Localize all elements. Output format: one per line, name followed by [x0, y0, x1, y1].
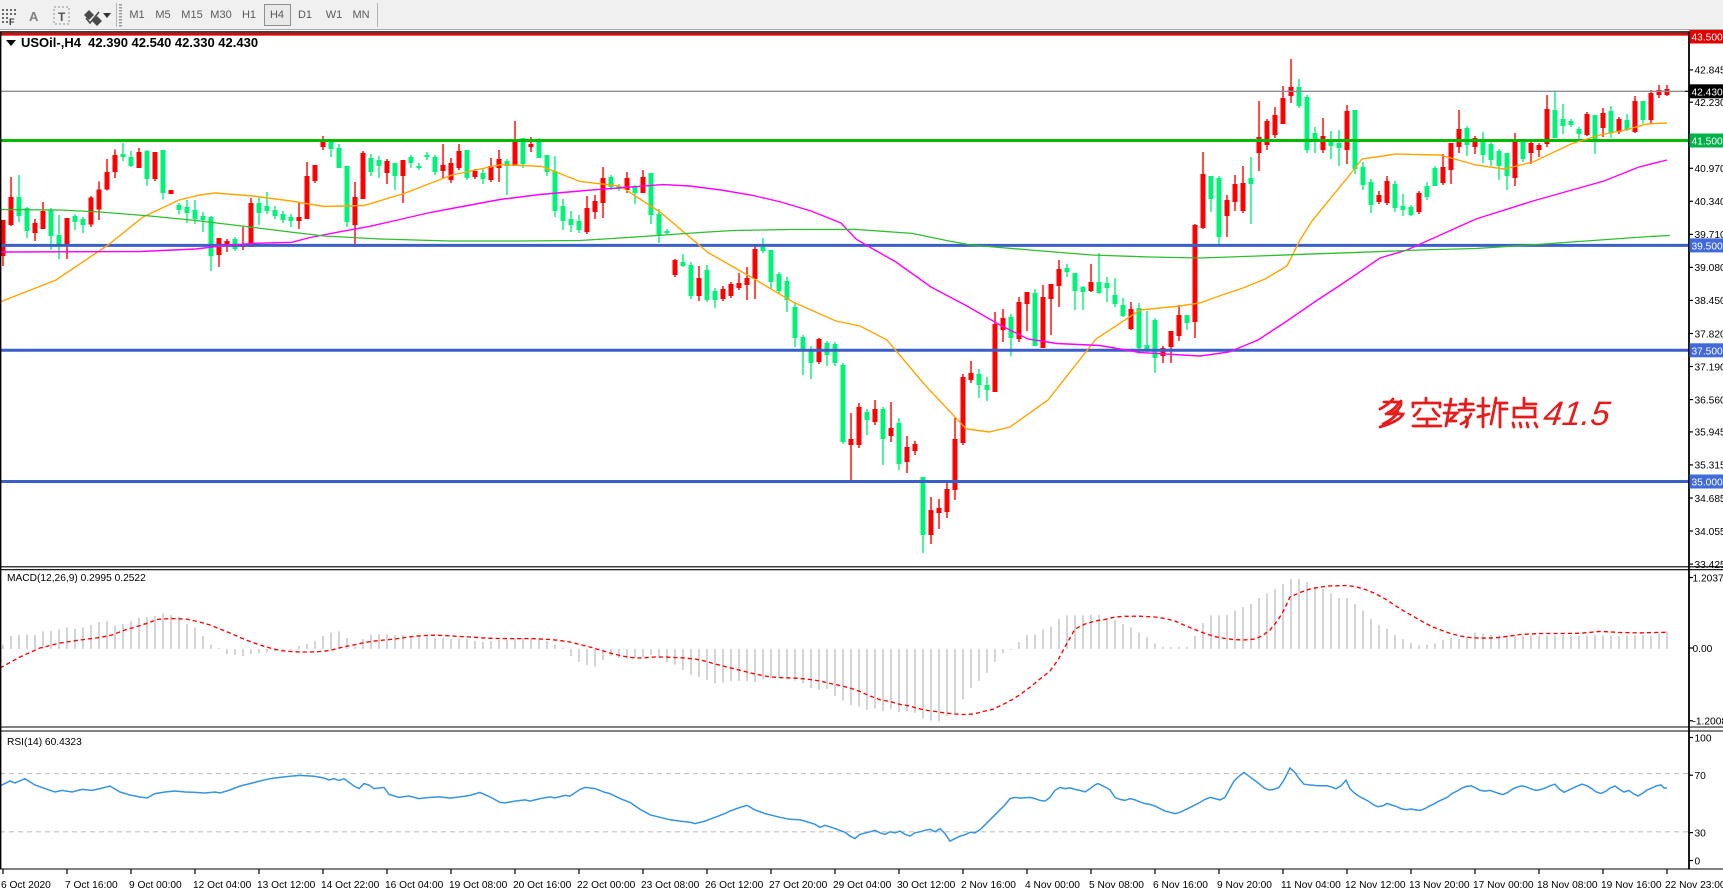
- svg-text:38.450: 38.450: [1695, 296, 1723, 307]
- svg-text:39.500: 39.500: [1692, 242, 1723, 253]
- svg-text:4 Nov 00:00: 4 Nov 00:00: [1025, 880, 1080, 891]
- svg-text:43.500: 43.500: [1692, 33, 1723, 44]
- svg-text:30 Oct 12:00: 30 Oct 12:00: [897, 880, 956, 891]
- svg-text:39.080: 39.080: [1695, 263, 1723, 274]
- svg-text:MACD(12,26,9) 0.2995 0.2522: MACD(12,26,9) 0.2995 0.2522: [7, 573, 146, 584]
- svg-text:19 Oct 08:00: 19 Oct 08:00: [449, 880, 508, 891]
- svg-text:18 Nov 08:00: 18 Nov 08:00: [1537, 880, 1598, 891]
- svg-text:22 Oct 00:00: 22 Oct 00:00: [577, 880, 636, 891]
- svg-text:29 Oct 04:00: 29 Oct 04:00: [833, 880, 892, 891]
- svg-text:5 Nov 08:00: 5 Nov 08:00: [1089, 880, 1144, 891]
- svg-text:11 Nov 04:00: 11 Nov 04:00: [1281, 880, 1341, 891]
- svg-text:22 Nov 23:00: 22 Nov 23:00: [1665, 880, 1723, 891]
- svg-text:17 Nov 00:00: 17 Nov 00:00: [1473, 880, 1534, 891]
- svg-text:20 Oct 16:00: 20 Oct 16:00: [513, 880, 572, 891]
- svg-text:16 Oct 04:00: 16 Oct 04:00: [385, 880, 444, 891]
- svg-text:36.560: 36.560: [1695, 395, 1723, 406]
- svg-text:2 Nov 16:00: 2 Nov 16:00: [961, 880, 1016, 891]
- svg-text:9 Oct 00:00: 9 Oct 00:00: [129, 880, 182, 891]
- svg-text:T: T: [58, 10, 66, 24]
- svg-text:37.500: 37.500: [1692, 347, 1723, 358]
- svg-text:19 Nov 16:00: 19 Nov 16:00: [1601, 880, 1662, 891]
- svg-text:0: 0: [1695, 856, 1701, 867]
- svg-text:A: A: [29, 9, 39, 24]
- svg-text:RSI(14) 60.4323: RSI(14) 60.4323: [7, 737, 82, 748]
- svg-text:F: F: [9, 17, 15, 27]
- svg-text:23 Oct 08:00: 23 Oct 08:00: [641, 880, 700, 891]
- svg-text:13 Oct 12:00: 13 Oct 12:00: [257, 880, 316, 891]
- svg-text:27 Oct 20:00: 27 Oct 20:00: [769, 880, 828, 891]
- svg-text:35.000: 35.000: [1692, 478, 1723, 489]
- svg-text:30: 30: [1695, 828, 1707, 839]
- svg-text:40.970: 40.970: [1695, 164, 1723, 175]
- svg-text:1.2037: 1.2037: [1693, 573, 1723, 584]
- svg-text:35.315: 35.315: [1695, 461, 1723, 472]
- svg-text:14 Oct 22:00: 14 Oct 22:00: [321, 880, 380, 891]
- svg-text:42.430: 42.430: [1692, 88, 1723, 99]
- svg-text:13 Nov 20:00: 13 Nov 20:00: [1409, 880, 1470, 891]
- svg-text:6 Nov 16:00: 6 Nov 16:00: [1153, 880, 1208, 891]
- svg-text:0.00: 0.00: [1693, 644, 1713, 655]
- svg-text:33.425: 33.425: [1695, 560, 1723, 571]
- svg-text:39.710: 39.710: [1695, 230, 1723, 241]
- svg-text:41.5: 41.5: [1541, 395, 1613, 433]
- svg-text:42.230: 42.230: [1695, 98, 1723, 109]
- svg-text:41.500: 41.500: [1692, 137, 1723, 148]
- svg-text:37.190: 37.190: [1695, 362, 1723, 373]
- svg-text:100: 100: [1695, 733, 1712, 744]
- svg-text:7 Oct 16:00: 7 Oct 16:00: [65, 880, 118, 891]
- svg-text:-1.2008: -1.2008: [1693, 717, 1723, 728]
- svg-text:34.685: 34.685: [1695, 494, 1723, 505]
- svg-text:70: 70: [1695, 771, 1707, 782]
- svg-text:26 Oct 12:00: 26 Oct 12:00: [705, 880, 764, 891]
- svg-text:40.340: 40.340: [1695, 197, 1723, 208]
- svg-text:42.845: 42.845: [1695, 66, 1723, 77]
- svg-text:USOil-,H4 42.390 42.540 42.33: USOil-,H4 42.390 42.540 42.330 42.430: [21, 35, 258, 50]
- svg-text:35.945: 35.945: [1695, 428, 1723, 439]
- svg-text:37.820: 37.820: [1695, 329, 1723, 340]
- svg-text:12 Oct 04:00: 12 Oct 04:00: [193, 880, 252, 891]
- svg-text:34.055: 34.055: [1695, 527, 1723, 538]
- svg-text:6 Oct 2020: 6 Oct 2020: [1, 880, 51, 891]
- svg-text:9 Nov 20:00: 9 Nov 20:00: [1217, 880, 1272, 891]
- svg-text:12 Nov 12:00: 12 Nov 12:00: [1345, 880, 1406, 891]
